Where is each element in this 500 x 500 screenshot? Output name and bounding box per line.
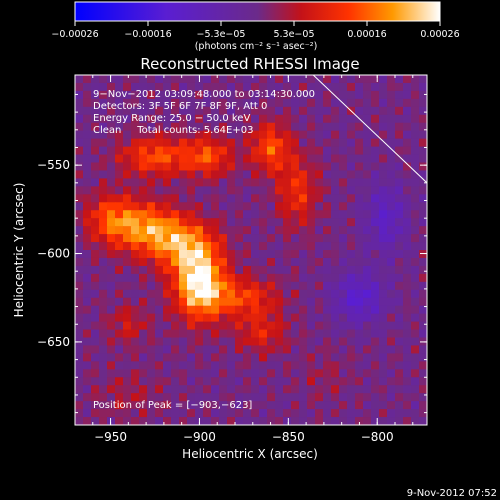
footer-timestamp: 9-Nov-2012 07:52 [407, 488, 497, 499]
colorbar-tick-label: 5.3e−05 [273, 29, 314, 40]
y-tick-label: −600 [37, 247, 70, 261]
x-tick-label: −850 [272, 430, 305, 444]
plot-frame [74, 74, 428, 426]
annotation-time-range: 9−Nov−2012 03:09:48.000 to 03:14:30.000 [93, 89, 315, 100]
colorbar-unit-label: (photons cm⁻² s⁻¹ asec⁻²) [195, 41, 318, 52]
annotation-energy-range: Energy Range: 25.0 − 50.0 keV [93, 113, 250, 124]
colorbar-ticks: −0.00026 −0.00016 −5.3e−05 5.3e−05 0.00016 0.… [51, 21, 460, 40]
y-axis: −550 −600 −650 [37, 93, 427, 414]
colorbar-tick-label: −0.00026 [51, 29, 98, 40]
x-axis: −950 −900 −850 −800 [92, 75, 414, 444]
annotation-block: 9−Nov−2012 03:09:48.000 to 03:14:30.000 … [93, 89, 315, 136]
colorbar-tick-label: −5.3e−05 [197, 29, 246, 40]
colorbar-tick-label: 0.00026 [420, 29, 459, 40]
y-axis-label: Heliocentric Y (arcsec) [12, 183, 26, 318]
colorbar-tick-label: −0.00016 [124, 29, 171, 40]
x-tick-label: −900 [183, 430, 216, 444]
heatmap-image [75, 75, 427, 425]
y-tick-label: −550 [37, 158, 70, 172]
x-tick-label: −800 [361, 430, 394, 444]
colorbar: −0.00026 −0.00016 −5.3e−05 5.3e−05 0.00016 0.… [51, 1, 460, 52]
annotation-detectors: Detectors: 3F 5F 6F 7F 8F 9F, Att 0 [93, 101, 267, 112]
solar-limb-line [312, 75, 427, 184]
plot-area: −950 −900 −850 −800 −550 −600 −650 [37, 74, 428, 444]
chart-title: Reconstructed RHESSI Image [140, 55, 359, 73]
colorbar-ramp [74, 1, 441, 22]
x-axis-label: Heliocentric X (arcsec) [182, 447, 318, 461]
annotation-total-counts: Clean Total counts: 5.64E+03 [93, 125, 253, 136]
colorbar-tick-label: 0.00016 [347, 29, 386, 40]
peak-position-label: Position of Peak = [−903,−623] [93, 400, 252, 411]
x-tick-label: −950 [94, 430, 127, 444]
y-tick-label: −650 [37, 335, 70, 349]
